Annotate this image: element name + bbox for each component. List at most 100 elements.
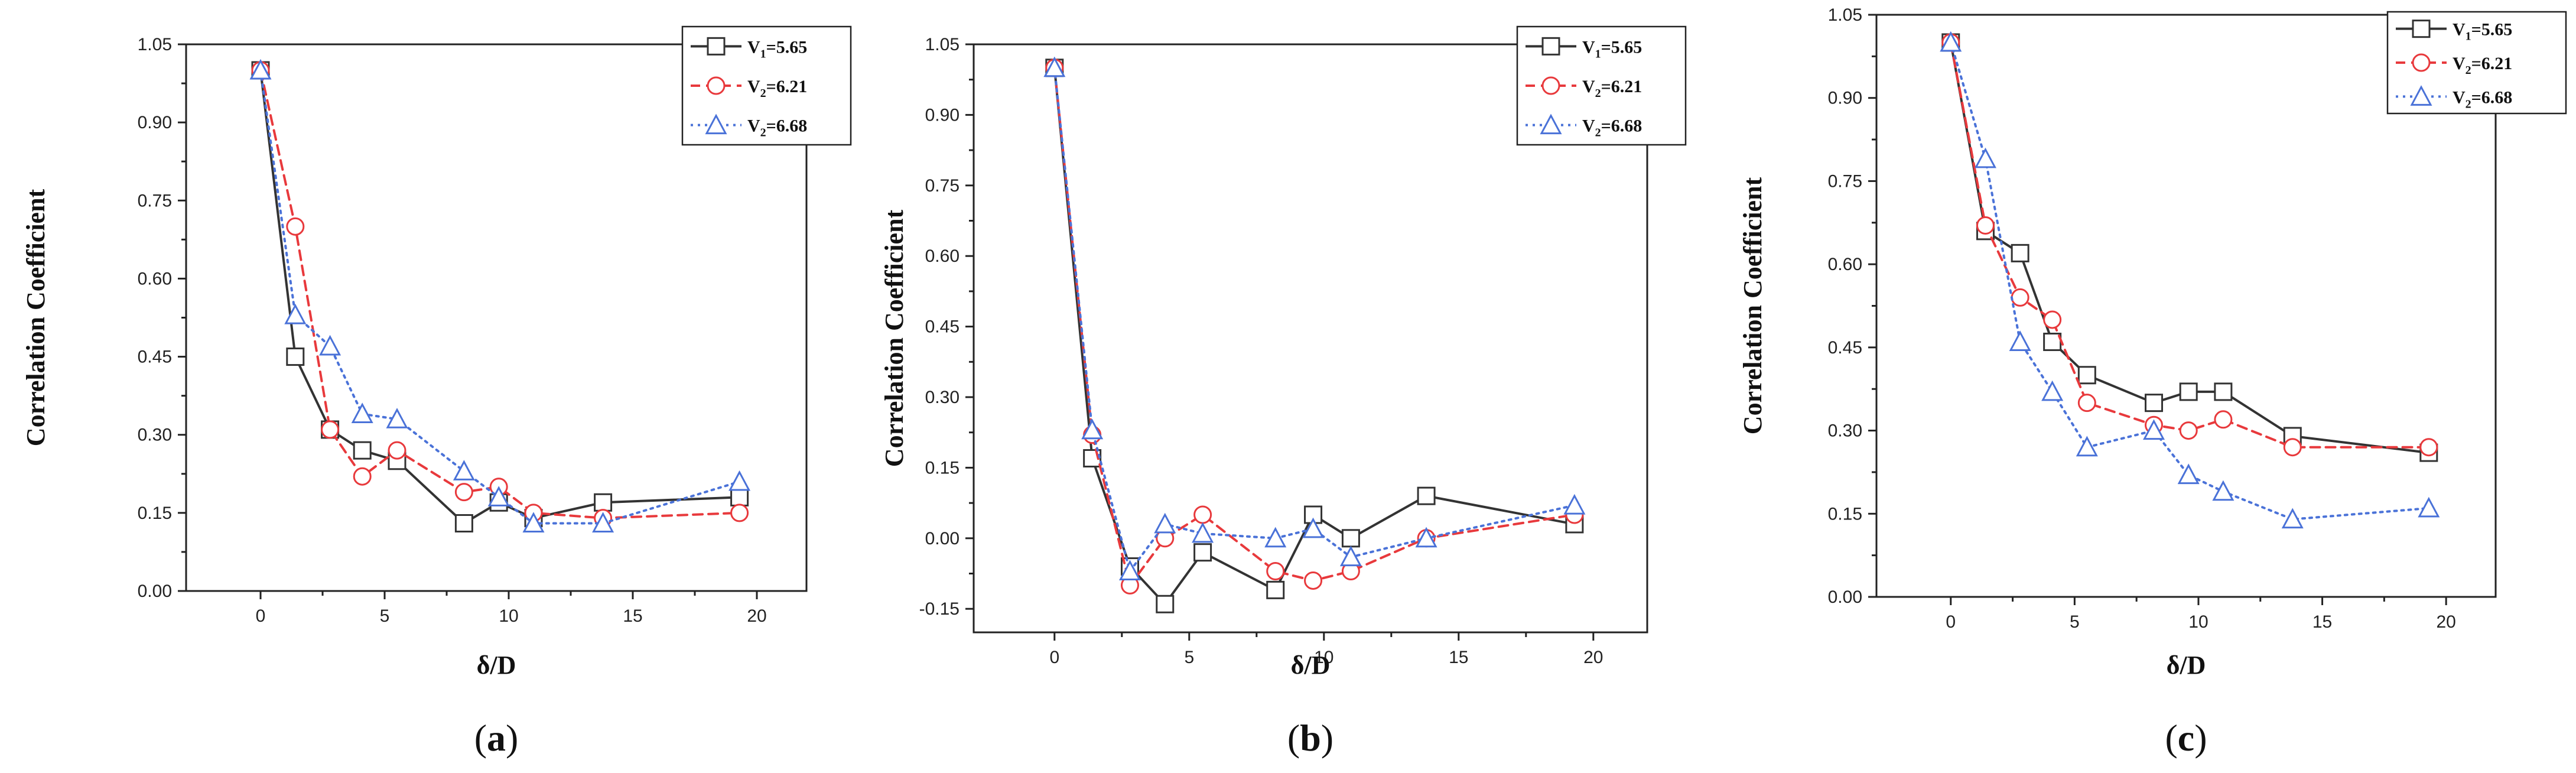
y-tick-label: 0.30 (1828, 421, 1862, 441)
data-point-triangle (2177, 463, 2200, 485)
data-point-triangle (2143, 419, 2165, 440)
data-point-circle (454, 483, 473, 502)
y-tick-label: 0.00 (925, 529, 960, 548)
x-axis-title: δ/D (2167, 651, 2206, 680)
data-point-circle (2011, 288, 2029, 307)
x-axis-title: δ/D (477, 651, 516, 680)
chart-svg: 0.00 0.15 0.30 0.45 0.60 0.75 0.90 1.05 0 5 10 15 20… (1738, 5, 2567, 759)
series-3 (1940, 31, 2440, 529)
legend-label: V2=6.21 (2453, 54, 2512, 77)
data-point-circle (1266, 562, 1285, 581)
plot-frame (972, 43, 1648, 634)
data-point-square (286, 347, 305, 366)
data-point-square (1266, 580, 1285, 599)
chart-panel-c: 0.00 0.15 0.30 0.45 0.60 0.75 0.90 1.05 0 5 10 15 20… (1717, 0, 2576, 773)
x-tick-label: 10 (499, 606, 518, 626)
y-tick-label: 0.90 (138, 113, 172, 132)
x-tick-label: 5 (2070, 612, 2080, 632)
y-axis-title: Correlation Coefficient (21, 189, 50, 446)
data-point-circle (2077, 394, 2096, 413)
series-line (1053, 66, 1576, 588)
y-tick-label: 0.45 (1828, 338, 1862, 358)
chart-svg: -0.15 0.00 0.15 0.30 0.45 0.60 0.75 0.90 1.05 0 5 1… (880, 25, 1687, 759)
legend: V1=5.65 V2=6.21 V2=6.68 (1516, 25, 1687, 146)
data-point-square (594, 493, 613, 512)
data-point-circle (286, 217, 305, 236)
data-point-square (2077, 366, 2096, 385)
data-point-triangle (1043, 56, 1066, 77)
y-tick-label: 0.30 (138, 426, 172, 445)
series-3 (249, 59, 751, 532)
series-2 (251, 61, 749, 528)
data-point-square (1156, 595, 1175, 613)
data-point-triangle (522, 512, 545, 532)
data-point-square (2214, 382, 2233, 401)
data-point-circle (1976, 216, 1995, 235)
legend-marker-circle (707, 76, 726, 95)
data-point-square (353, 441, 372, 460)
legend-label: V2=6.68 (2453, 87, 2512, 111)
data-point-circle (2043, 310, 2062, 329)
y-axis-title: Correlation Coefficient (880, 209, 909, 467)
y-tick-label: 0.60 (138, 269, 172, 288)
y-tick-label: 0.00 (1828, 587, 1862, 607)
panel-label: (a) (474, 717, 519, 759)
legend-label: V2=6.21 (747, 77, 807, 100)
legend-label: V2=6.68 (1582, 116, 1642, 139)
y-tick-label: 0.45 (138, 347, 172, 367)
legend-label: V1=5.65 (1582, 37, 1642, 60)
x-tick-label: 10 (1314, 648, 1333, 667)
y-tick-label: 0.90 (925, 105, 960, 125)
y-tick-label: 0.15 (925, 458, 960, 478)
data-point-circle (321, 420, 340, 439)
x-tick-label: 10 (2188, 612, 2208, 632)
chart-svg: 0.00 0.15 0.30 0.45 0.60 0.75 0.90 1.05 0 5 10 15 20… (21, 25, 852, 759)
data-point-square (2145, 394, 2164, 413)
series-line (259, 69, 741, 525)
legend-label: V2=6.68 (747, 116, 807, 139)
data-point-triangle (1940, 31, 1962, 52)
data-point-square (1341, 529, 1360, 548)
data-point-circle (388, 441, 406, 460)
x-axis-title: δ/D (1291, 651, 1331, 680)
data-point-triangle (1192, 522, 1214, 543)
data-point-square (1417, 486, 1436, 505)
data-point-triangle (1563, 493, 1586, 515)
data-point-triangle (2041, 380, 2064, 401)
y-tick-label: 0.45 (925, 317, 960, 337)
legend-marker-triangle (1540, 113, 1562, 135)
data-point-triangle (249, 59, 272, 80)
series-line (259, 69, 741, 519)
data-point-circle (2214, 410, 2233, 429)
y-tick-label: 1.05 (925, 35, 960, 54)
y-tick-label: 0.60 (925, 246, 960, 266)
data-point-triangle (728, 470, 751, 491)
data-point-triangle (2212, 480, 2235, 501)
data-point-triangle (1081, 418, 1104, 440)
data-point-triangle (2418, 496, 2440, 518)
data-point-triangle (2076, 436, 2098, 457)
data-point-circle (2179, 421, 2198, 440)
series-3 (1043, 56, 1586, 581)
data-point-triangle (453, 460, 475, 480)
x-tick-label: 20 (1583, 648, 1603, 667)
data-point-circle (1304, 571, 1323, 590)
data-point-triangle (284, 303, 307, 324)
series-2 (1941, 33, 2438, 457)
data-point-circle (2283, 438, 2302, 457)
x-tick-label: 20 (747, 606, 766, 626)
data-point-triangle (1264, 527, 1287, 548)
data-point-triangle (1302, 517, 1325, 538)
series-line (1053, 66, 1576, 574)
x-tick-label: 0 (1946, 612, 1956, 632)
legend-marker-circle (2412, 53, 2431, 72)
x-tick-label: 5 (1184, 648, 1194, 667)
data-point-square (2011, 243, 2029, 262)
y-tick-label: 0.30 (925, 388, 960, 407)
data-point-triangle (1339, 545, 1362, 567)
legend-label: V1=5.65 (747, 37, 807, 60)
data-point-triangle (1118, 560, 1141, 581)
y-axis-title: Correlation Coefficient (1738, 177, 1767, 434)
x-tick-label: 15 (623, 606, 642, 626)
data-point-circle (353, 467, 372, 486)
